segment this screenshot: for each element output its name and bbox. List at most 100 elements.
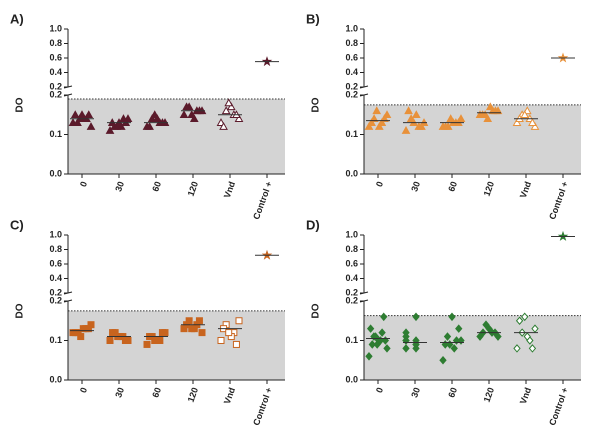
y-tick-label: 0.8 xyxy=(345,244,358,254)
point xyxy=(443,332,452,341)
y-axis-label: DO xyxy=(15,303,26,318)
x-tick-label: 120 xyxy=(482,386,497,404)
y-tick-label: 0.2 xyxy=(49,89,62,99)
point xyxy=(520,110,530,119)
point xyxy=(182,102,191,111)
point xyxy=(482,320,490,329)
x-tick-label: Control + xyxy=(547,180,570,221)
y-tick-label: 1.0 xyxy=(345,229,358,239)
point xyxy=(73,118,82,126)
negative-zone xyxy=(364,104,581,174)
point xyxy=(72,329,80,337)
x-tick-label: 120 xyxy=(482,180,497,198)
point xyxy=(112,122,122,130)
point xyxy=(150,110,160,119)
panel: B) DO 0.0 0.1 0.20.2 0.4 0.6 0.8 1.0 0 30 60 120 Vnd C… xyxy=(306,11,581,221)
x-tick-label: 60 xyxy=(150,180,163,193)
panel: C) DO 0.0 0.1 0.20.2 0.4 0.6 0.8 1.0 0 30 60 120 Vnd C… xyxy=(10,217,285,426)
point xyxy=(441,122,450,130)
point xyxy=(494,332,502,341)
point xyxy=(195,317,203,325)
negative-zone xyxy=(68,310,285,380)
y-tick-label: 0.1 xyxy=(345,129,358,139)
y-tick-label: 0.0 xyxy=(49,168,62,178)
y-tick-label: 0.4 xyxy=(49,273,62,283)
y-tick-label: 0.4 xyxy=(49,67,62,77)
point xyxy=(439,355,447,365)
point xyxy=(84,325,92,333)
point xyxy=(365,352,373,361)
x-tick-label: Control + xyxy=(251,386,274,426)
panel: A) DO 0.0 0.1 0.20.2 0.4 0.6 0.8 1.0 0 30 60 120 Vnd C… xyxy=(10,11,285,221)
point xyxy=(523,332,531,341)
point xyxy=(483,114,493,122)
point xyxy=(478,110,487,119)
y-tick-label: 0.6 xyxy=(49,52,62,62)
point xyxy=(364,122,374,130)
point xyxy=(404,106,413,115)
point xyxy=(221,106,231,115)
point xyxy=(383,344,391,353)
x-tick-label: 0 xyxy=(78,180,89,188)
y-axis-label: DO xyxy=(311,303,322,318)
point xyxy=(145,122,154,130)
panel-label: A) xyxy=(10,11,24,26)
y-tick-label: 0.0 xyxy=(345,374,358,384)
y-tick-label: 1.0 xyxy=(345,23,358,33)
point xyxy=(402,328,410,337)
point xyxy=(412,344,420,353)
y-tick-label: 0.2 xyxy=(345,89,358,99)
point xyxy=(70,110,80,119)
point xyxy=(106,337,114,344)
point xyxy=(105,126,115,134)
x-tick-label: 0 xyxy=(374,386,385,394)
y-tick-label: 0.2 xyxy=(49,287,62,297)
point xyxy=(86,122,96,130)
panel-label: C) xyxy=(10,217,24,232)
panel: D) DO 0.0 0.1 0.20.2 0.4 0.6 0.8 1.0 0 30 60 120 Vnd C… xyxy=(306,217,581,426)
x-tick-label: Vnd xyxy=(222,386,237,405)
y-tick-label: 0.6 xyxy=(345,258,358,268)
point xyxy=(189,114,199,122)
x-tick-label: 0 xyxy=(374,180,385,188)
y-axis-label: DO xyxy=(311,97,322,112)
y-tick-label: 0.4 xyxy=(345,67,358,77)
y-tick-label: 0.2 xyxy=(345,81,358,91)
negative-zone xyxy=(364,315,581,380)
panel-label: D) xyxy=(306,217,320,232)
y-tick-label: 0.2 xyxy=(345,287,358,297)
y-tick-label: 0.0 xyxy=(49,374,62,384)
y-tick-label: 0.8 xyxy=(49,244,62,254)
point xyxy=(187,110,197,119)
x-tick-label: Vnd xyxy=(518,386,533,405)
point xyxy=(158,329,166,337)
point xyxy=(455,324,463,333)
x-tick-label: 0 xyxy=(78,386,89,394)
y-tick-label: 0.1 xyxy=(49,129,62,139)
point xyxy=(512,118,522,126)
point xyxy=(513,344,521,353)
point xyxy=(528,118,537,126)
point xyxy=(226,102,236,111)
y-tick-label: 1.0 xyxy=(49,23,62,33)
point xyxy=(224,98,234,107)
point xyxy=(188,325,196,333)
x-tick-label: 30 xyxy=(113,180,126,193)
y-tick-label: 0.2 xyxy=(49,81,62,91)
point xyxy=(402,344,410,353)
point xyxy=(123,114,133,122)
point xyxy=(225,329,233,337)
point xyxy=(521,312,529,322)
point xyxy=(77,110,87,119)
point xyxy=(143,340,151,348)
point xyxy=(368,340,376,349)
y-tick-label: 0.1 xyxy=(345,335,358,345)
point xyxy=(412,312,420,322)
negative-zone xyxy=(68,98,285,174)
point xyxy=(219,122,228,130)
point xyxy=(528,344,537,353)
y-tick-label: 0.4 xyxy=(345,273,358,283)
point xyxy=(491,106,500,115)
point xyxy=(515,316,524,326)
point xyxy=(179,110,189,119)
